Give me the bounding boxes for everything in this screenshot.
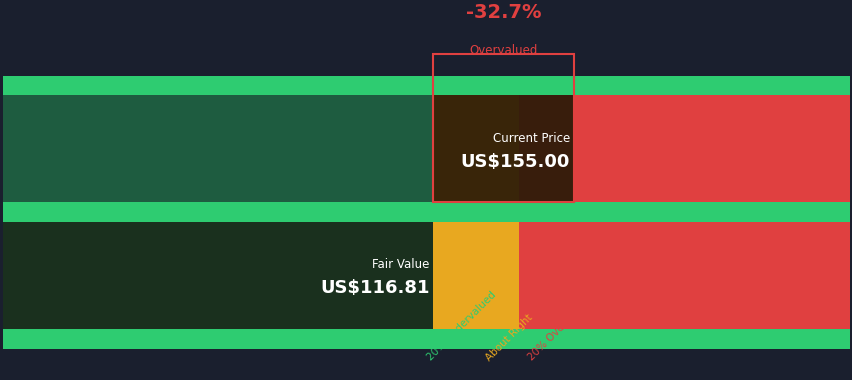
- Bar: [519, 95, 849, 202]
- Text: US$155.00: US$155.00: [460, 153, 569, 171]
- Text: About Right: About Right: [483, 312, 533, 363]
- Bar: [3, 95, 433, 202]
- Text: 20% Undervalued: 20% Undervalued: [425, 290, 498, 363]
- Text: Overvalued: Overvalued: [469, 44, 537, 57]
- Bar: [433, 95, 519, 202]
- Bar: [519, 222, 849, 329]
- Text: Current Price: Current Price: [492, 131, 569, 145]
- Text: Fair Value: Fair Value: [371, 258, 429, 271]
- Bar: [433, 95, 573, 202]
- Bar: [3, 202, 849, 222]
- Bar: [3, 76, 849, 95]
- Text: 20% Overvalued: 20% Overvalued: [526, 294, 594, 363]
- Text: -32.7%: -32.7%: [465, 3, 541, 22]
- Bar: [3, 222, 433, 329]
- Text: US$116.81: US$116.81: [320, 279, 429, 298]
- Bar: [433, 222, 519, 329]
- Bar: [433, 54, 573, 202]
- Bar: [3, 329, 849, 349]
- Bar: [3, 222, 433, 329]
